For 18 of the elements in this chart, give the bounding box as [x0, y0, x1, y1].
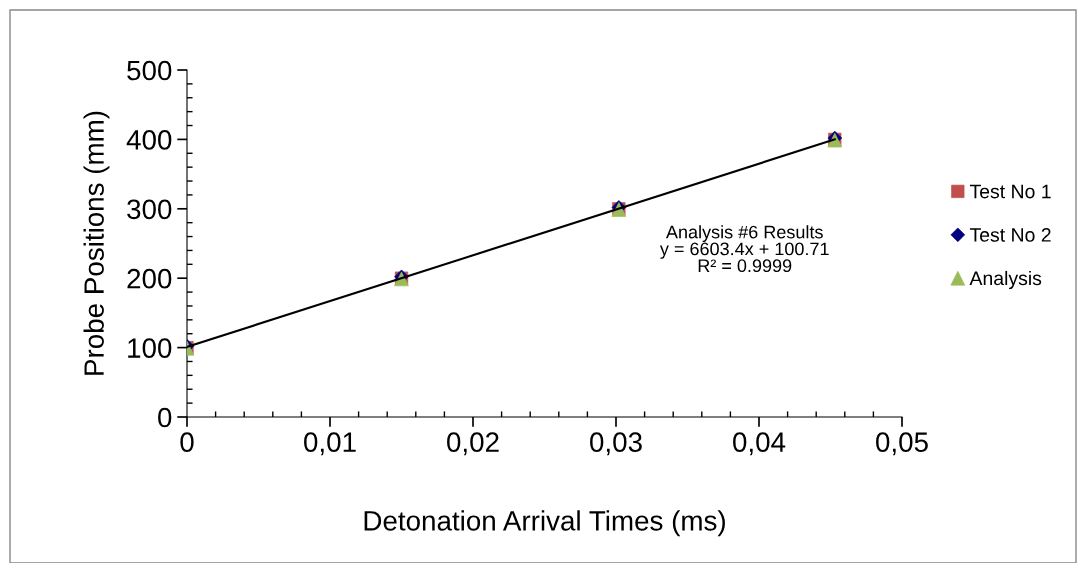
x-tick-label: 0,03	[590, 432, 642, 456]
legend-label: Test No 1	[969, 184, 1051, 199]
y-axis-title: Probe Positions (mm)	[83, 111, 110, 375]
legend-label: Analysis	[969, 270, 1042, 290]
y-tick-label: 300	[127, 199, 172, 220]
y-tick-label: 0	[158, 407, 172, 428]
x-tick-label: 0,05	[876, 432, 928, 456]
x-tick-label: 0,01	[304, 432, 356, 456]
x-axis-title: Detonation Arrival Times (ms)	[364, 510, 725, 537]
y-tick-label: 500	[127, 60, 172, 81]
x-tick-label: 0	[180, 432, 194, 452]
y-tick-label: 100	[128, 338, 172, 358]
y-tick-label: 200	[127, 268, 172, 289]
legend-label: Test No 2	[969, 228, 1051, 242]
x-tick-label: 0,02	[447, 432, 499, 456]
x-tick-label: 0,04	[733, 432, 786, 456]
y-tick-label: 400	[126, 130, 172, 150]
annotation: Analysis #6 Results y = 6603.4x + 100.71 R² = 0.9999	[659, 225, 829, 273]
